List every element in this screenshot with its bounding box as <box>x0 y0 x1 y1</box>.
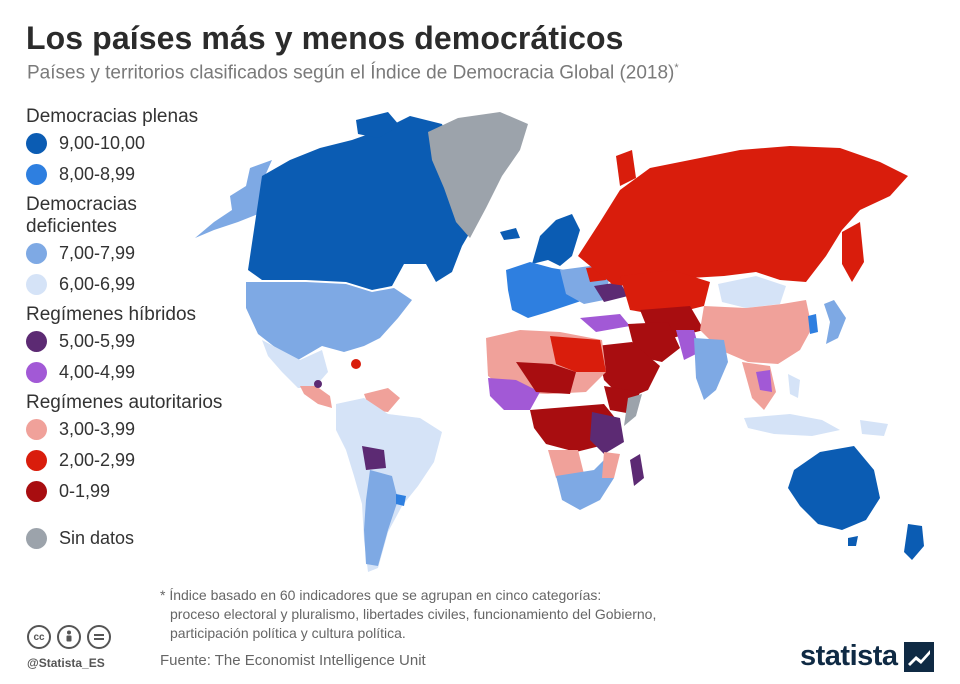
no-derivatives-icon <box>87 625 111 649</box>
brand-name: statista <box>800 640 898 672</box>
region-china <box>700 300 812 364</box>
subtitle-text: Países y territorios clasificados según … <box>27 62 675 84</box>
statista-logo-icon <box>903 641 934 672</box>
region-central-america <box>300 386 332 408</box>
region-indonesia <box>744 414 840 436</box>
region-arabia <box>596 342 660 400</box>
legend-label: 5,00-5,99 <box>59 331 136 351</box>
region-kazakhstan <box>620 270 710 316</box>
region-central-hybrid <box>314 380 322 388</box>
legend-heading-authoritarian-regimes: Regímenes autoritarios <box>26 392 223 413</box>
region-philippines <box>788 374 800 398</box>
region-alaska <box>195 160 272 238</box>
region-sahel <box>516 362 576 394</box>
legend-label: 2,00-2,99 <box>59 450 136 470</box>
chart-subtitle: Países y territorios clasificados según … <box>27 62 679 84</box>
legend-label: 3,00-3,99 <box>59 419 136 439</box>
legend-heading-full-democracies: Democracias plenas <box>26 106 199 127</box>
legend-swatch <box>26 450 47 471</box>
legend-item: 2,00-2,99 <box>26 445 266 476</box>
region-russia <box>578 146 908 288</box>
legend-label: 8,00-8,99 <box>59 164 136 184</box>
region-west-africa <box>488 378 540 410</box>
region-mexico <box>262 340 328 388</box>
region-pakistan <box>676 330 700 360</box>
footnote: * Índice basado en 60 indicadores que se… <box>160 586 656 643</box>
legend-item: 8,00-8,99 <box>26 159 266 190</box>
subtitle-footnote-mark: * <box>674 62 679 74</box>
legend-swatch <box>26 528 47 549</box>
legend-label: 0-1,99 <box>59 481 111 501</box>
legend-swatch <box>26 331 47 352</box>
footnote-line-2: proceso electoral y pluralismo, libertad… <box>170 606 657 622</box>
region-east-africa <box>590 412 624 454</box>
region-scandinavia <box>532 214 580 266</box>
legend-item: 4,00-4,99 <box>26 357 266 388</box>
legend-swatch <box>26 243 47 264</box>
region-australia <box>788 446 880 530</box>
legend-swatch <box>26 133 47 154</box>
region-mongolia <box>718 276 786 308</box>
legend-heading-hybrid-regimes: Regímenes híbridos <box>26 304 197 325</box>
legend-item: 6,00-6,99 <box>26 269 266 300</box>
region-russia-far-east <box>842 222 864 282</box>
legend-item: 7,00-7,99 <box>26 238 266 269</box>
world-map <box>195 112 924 572</box>
region-turkey <box>580 314 630 332</box>
region-greenland <box>428 112 528 238</box>
legend-swatch <box>26 164 47 185</box>
region-korea <box>808 314 818 334</box>
chart-title: Los países más y menos democráticos <box>26 20 624 56</box>
legend-label: 7,00-7,99 <box>59 243 136 263</box>
region-uruguay <box>396 494 406 506</box>
license-icons: cc <box>27 625 111 649</box>
source-line: Fuente: The Economist Intelligence Unit <box>160 652 426 669</box>
legend-item: 9,00-10,00 <box>26 128 266 159</box>
region-southern-africa <box>556 454 614 510</box>
region-cuba <box>351 359 361 369</box>
creative-commons-icon: cc <box>27 625 51 649</box>
legend-swatch <box>26 481 47 502</box>
region-madagascar <box>630 454 644 486</box>
legend-heading-flawed-democracies: Democracias deficientes <box>26 194 137 237</box>
social-handle: @Statista_ES <box>27 656 105 670</box>
region-bolivia <box>362 446 386 470</box>
region-tasmania <box>848 536 858 546</box>
region-thailand <box>756 370 772 392</box>
legend-item: 5,00-5,99 <box>26 326 266 357</box>
region-canada <box>248 116 476 290</box>
legend-label: 4,00-4,99 <box>59 362 136 382</box>
legend-item: 0-1,99 <box>26 476 266 507</box>
region-usa <box>246 282 412 360</box>
region-mozambique <box>602 452 620 478</box>
region-india <box>694 338 728 400</box>
region-angola <box>548 450 584 478</box>
region-papua-new-guinea <box>860 420 888 436</box>
legend-swatch <box>26 362 47 383</box>
legend: Democracias plenas 9,00-10,00 8,00-8,99 … <box>26 106 266 554</box>
legend-item-no-data: Sin datos <box>26 523 266 554</box>
region-argentina <box>364 470 398 566</box>
footnote-line-3: participación política y cultura polític… <box>170 625 406 641</box>
region-ukraine <box>594 282 628 302</box>
region-libya-egypt <box>550 336 606 372</box>
legend-swatch <box>26 274 47 295</box>
region-somalia <box>624 394 642 426</box>
legend-label: Sin datos <box>59 528 135 548</box>
legend-item: 3,00-3,99 <box>26 414 266 445</box>
legend-label: 9,00-10,00 <box>59 133 146 153</box>
region-new-zealand <box>904 524 924 560</box>
region-japan <box>824 300 846 344</box>
statista-logo: statista <box>800 640 934 673</box>
attribution-icon <box>57 625 81 649</box>
legend-label: 6,00-6,99 <box>59 274 136 294</box>
region-iceland <box>500 228 520 240</box>
footnote-line-1: * Índice basado en 60 indicadores que se… <box>160 587 602 603</box>
legend-swatch <box>26 419 47 440</box>
region-arctic-russia <box>616 150 636 186</box>
region-arctic-islands <box>356 112 400 138</box>
